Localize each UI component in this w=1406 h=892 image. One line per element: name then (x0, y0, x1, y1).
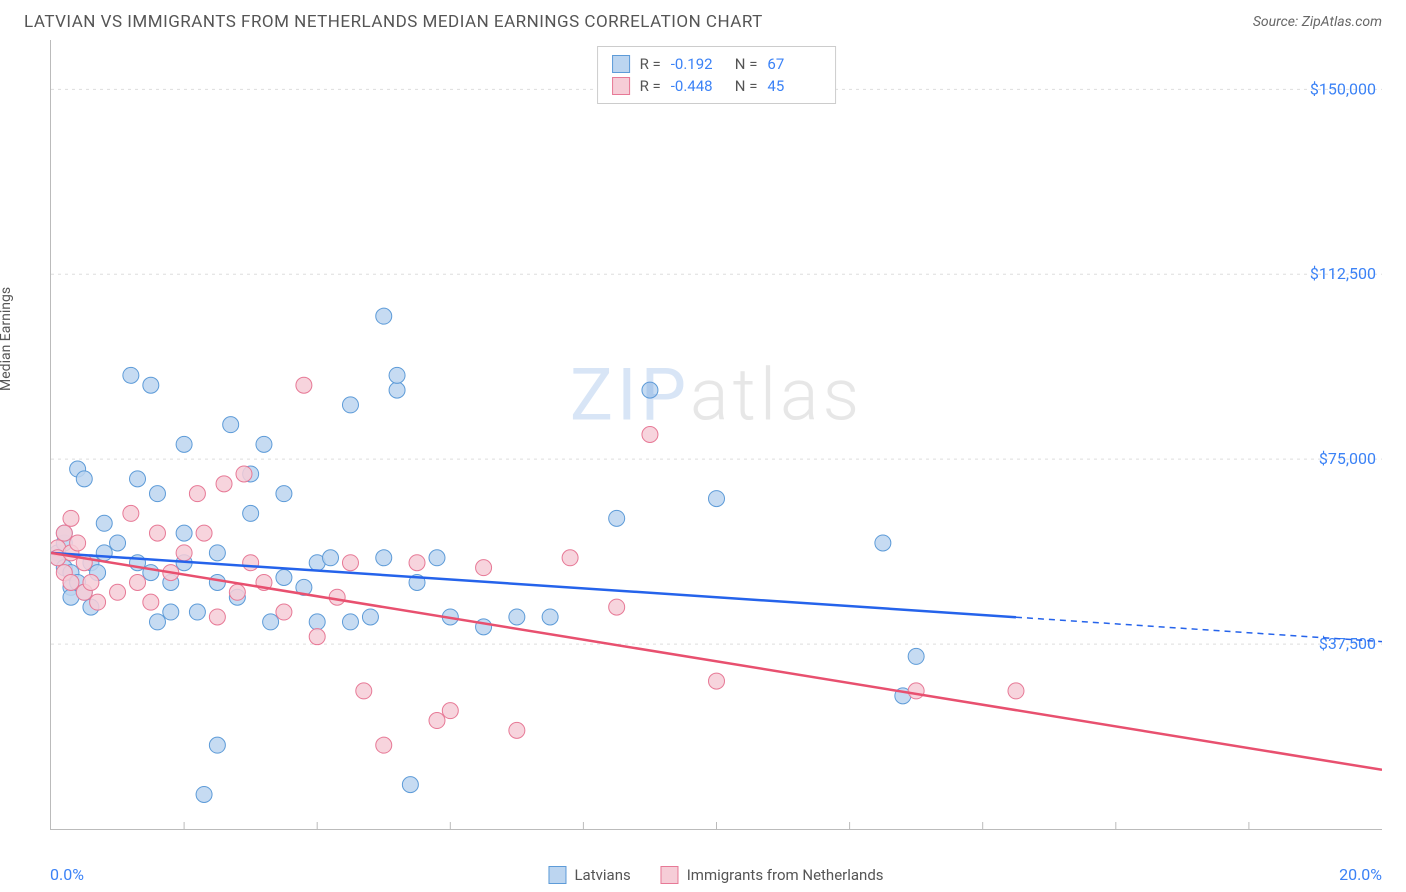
r-value-netherlands: -0.448 (671, 77, 725, 95)
n-label: N = (735, 55, 758, 73)
svg-text:$150,000: $150,000 (1310, 79, 1376, 98)
legend-stats: R = -0.192 N = 67 R = -0.448 N = 45 (597, 46, 837, 104)
legend-label-latvians: Latvians (574, 866, 630, 884)
r-label: R = (640, 77, 661, 95)
svg-text:$112,500: $112,500 (1310, 264, 1376, 283)
plot-region: $37,500$75,000$112,500$150,000 ZIPatlas … (50, 40, 1382, 830)
chart-area: Median Earnings $37,500$75,000$112,500$1… (50, 40, 1382, 830)
n-value-latvians: 67 (767, 55, 821, 73)
legend-stats-row-netherlands: R = -0.448 N = 45 (612, 75, 822, 97)
r-label: R = (640, 55, 661, 73)
n-value-netherlands: 45 (767, 77, 821, 95)
x-min-label: 0.0% (50, 865, 84, 884)
svg-text:$75,000: $75,000 (1319, 449, 1376, 468)
swatch-netherlands (612, 77, 630, 95)
legend-item-latvians: Latvians (548, 866, 630, 884)
legend-series: Latvians Immigrants from Netherlands (548, 866, 883, 884)
legend-stats-row-latvians: R = -0.192 N = 67 (612, 53, 822, 75)
x-max-label: 20.0% (1339, 865, 1382, 884)
swatch-latvians (548, 866, 566, 884)
r-value-latvians: -0.192 (671, 55, 725, 73)
plot-svg: $37,500 $75,000 $112,500 $150,000 (51, 40, 1382, 829)
source-attribution: Source: ZipAtlas.com (1253, 14, 1382, 30)
swatch-latvians (612, 55, 630, 73)
n-label: N = (735, 77, 758, 95)
swatch-netherlands (661, 866, 679, 884)
legend-label-netherlands: Immigrants from Netherlands (687, 866, 884, 884)
legend-item-netherlands: Immigrants from Netherlands (661, 866, 884, 884)
svg-text:$37,500: $37,500 (1319, 634, 1376, 653)
chart-title: LATVIAN VS IMMIGRANTS FROM NETHERLANDS M… (24, 12, 763, 32)
y-axis-label: Median Earnings (0, 287, 14, 391)
